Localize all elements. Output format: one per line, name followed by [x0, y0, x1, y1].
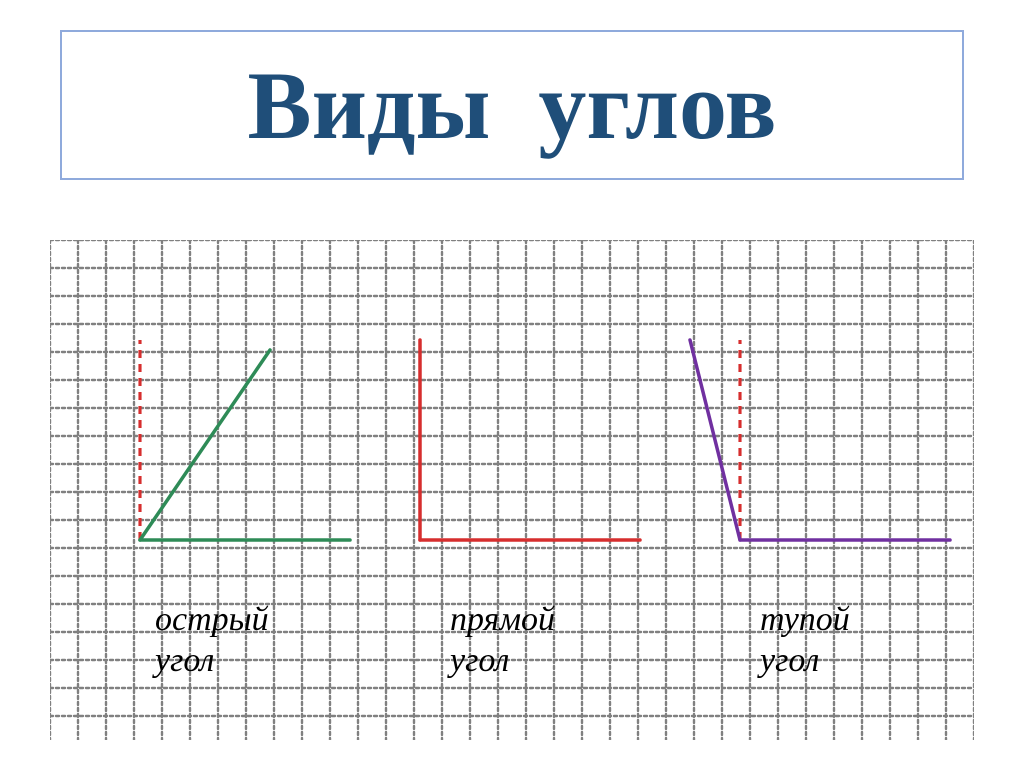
label-right-l1: прямой	[450, 601, 555, 638]
diagram-area: острый угол прямой угол тупой угол	[50, 240, 974, 740]
label-acute-l1: острый	[155, 601, 269, 638]
label-acute-l2: угол	[155, 642, 214, 679]
label-obtuse-l2: угол	[760, 642, 819, 679]
label-right: прямой угол	[450, 600, 555, 682]
page-title: Виды углов	[248, 50, 777, 161]
label-obtuse-l1: тупой	[760, 601, 850, 638]
label-acute: острый угол	[155, 600, 269, 682]
label-right-l2: угол	[450, 642, 509, 679]
title-container: Виды углов	[60, 30, 964, 180]
label-obtuse: тупой угол	[760, 600, 850, 682]
